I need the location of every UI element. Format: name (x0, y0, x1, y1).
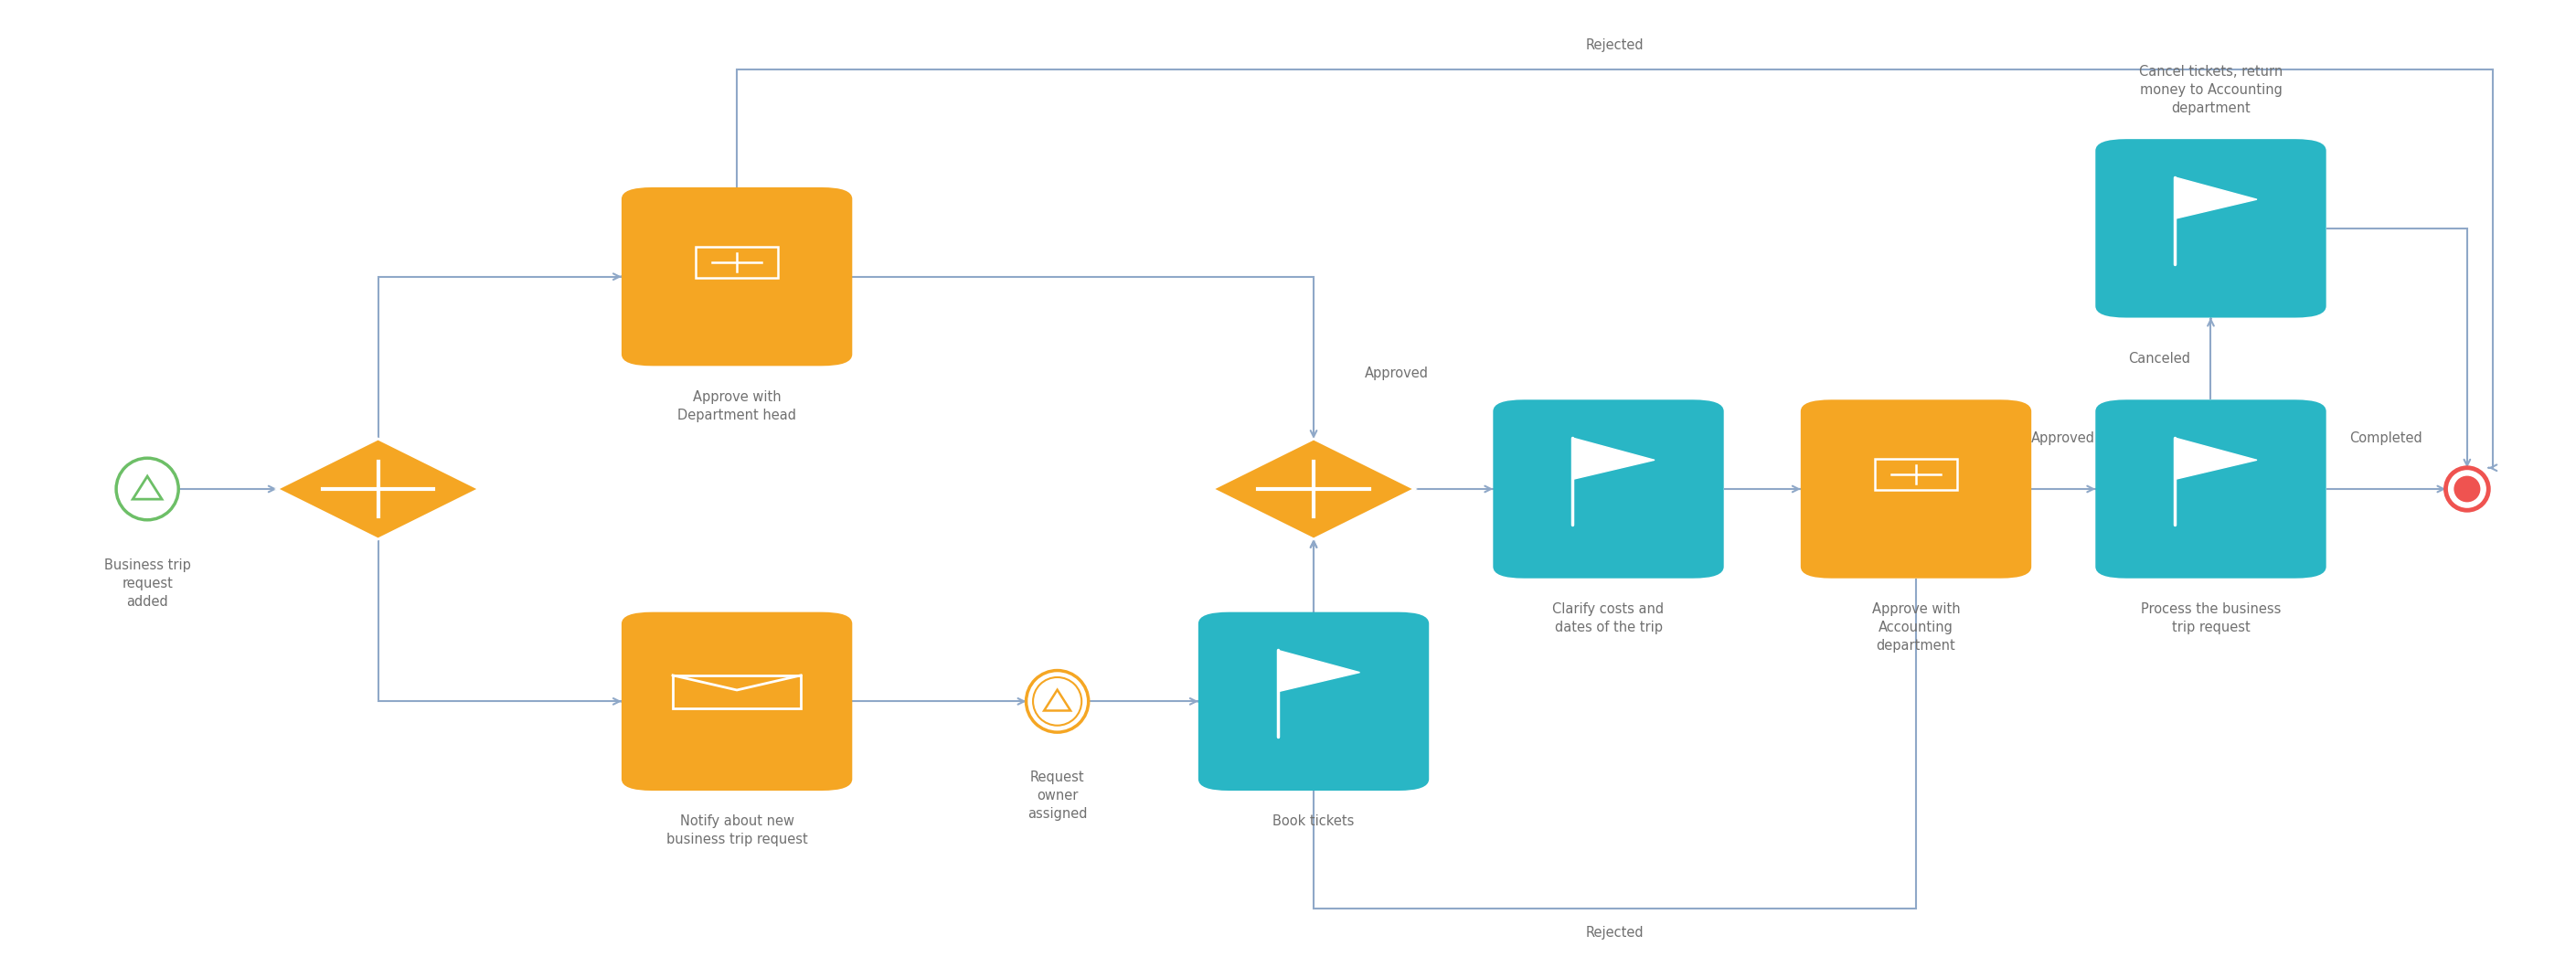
Ellipse shape (2455, 476, 2481, 502)
Text: Request
owner
assigned: Request owner assigned (1028, 771, 1087, 821)
Polygon shape (1213, 439, 1414, 539)
Ellipse shape (2445, 467, 2488, 511)
Text: Approve with
Accounting
department: Approve with Accounting department (1873, 602, 1960, 652)
Text: Canceled: Canceled (2128, 352, 2190, 366)
Bar (696, 246, 778, 278)
Text: Completed: Completed (2349, 432, 2421, 446)
Polygon shape (1571, 438, 1654, 479)
FancyBboxPatch shape (1494, 400, 1723, 578)
Text: Approve with
Department head: Approve with Department head (677, 390, 796, 422)
FancyBboxPatch shape (1801, 400, 2032, 578)
Text: Approved: Approved (1365, 367, 1430, 380)
Text: Notify about new
business trip request: Notify about new business trip request (667, 815, 809, 847)
Text: Cancel tickets, return
money to Accounting
department: Cancel tickets, return money to Accounti… (2138, 66, 2282, 115)
Text: Process the business
trip request: Process the business trip request (2141, 602, 2280, 634)
FancyBboxPatch shape (2094, 400, 2326, 578)
Text: Clarify costs and
dates of the trip: Clarify costs and dates of the trip (1553, 602, 1664, 634)
Text: Approved: Approved (2032, 432, 2094, 446)
Ellipse shape (1033, 678, 1082, 726)
FancyBboxPatch shape (2094, 139, 2326, 318)
Ellipse shape (116, 458, 178, 520)
Polygon shape (2174, 177, 2257, 219)
Text: Business trip
request
added: Business trip request added (103, 558, 191, 608)
FancyBboxPatch shape (621, 188, 853, 366)
Text: Rejected: Rejected (1587, 38, 1643, 52)
Text: Rejected: Rejected (1587, 926, 1643, 940)
Bar (1875, 459, 1958, 490)
FancyBboxPatch shape (1198, 612, 1430, 790)
Polygon shape (276, 439, 479, 539)
Ellipse shape (1025, 671, 1090, 733)
Text: Book tickets: Book tickets (1273, 815, 1355, 828)
FancyBboxPatch shape (621, 612, 853, 790)
Polygon shape (2174, 438, 2257, 479)
Polygon shape (1278, 650, 1360, 691)
